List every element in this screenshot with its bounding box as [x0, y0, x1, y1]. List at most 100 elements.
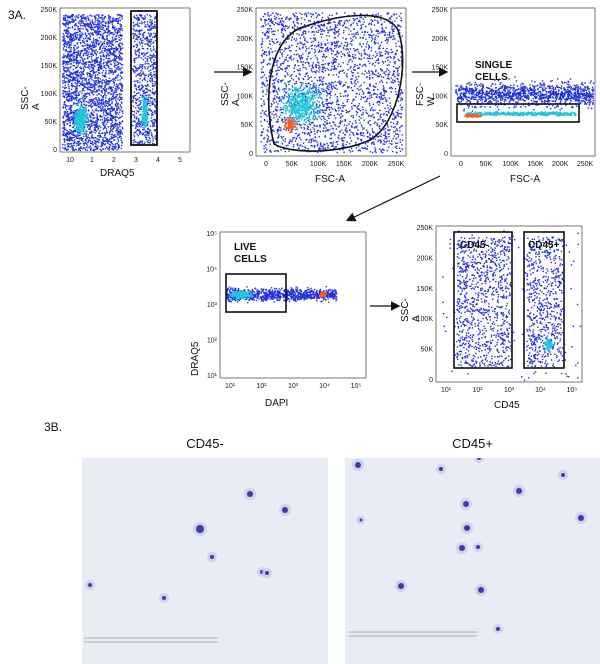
- y-tick-label: 50K: [241, 122, 254, 129]
- y-tick-label: 250K: [432, 7, 449, 14]
- cell-nucleus: [88, 583, 92, 587]
- x-tick-label: 10¹: [441, 387, 452, 394]
- x-tick-label: 1: [90, 157, 94, 164]
- x-tick-label: 10⁴: [319, 383, 330, 390]
- y-tick-label: 0: [249, 151, 253, 158]
- gate-cells: [267, 14, 404, 152]
- cell-nucleus: [516, 488, 522, 494]
- cell-nucleus: [478, 587, 484, 593]
- cell-nucleus: [162, 596, 166, 600]
- x-tick-label: 100K: [310, 161, 327, 168]
- y-tick-label: 10⁵: [206, 231, 217, 238]
- x-tick-label: 10: [66, 157, 74, 164]
- micrograph-title-cd45-positive: CD45+: [452, 436, 493, 451]
- gate-label-single-cells: SINGLE CELLS: [475, 60, 513, 83]
- y-tick-label: 200K: [432, 36, 449, 43]
- gate-draq5-positive: [130, 10, 158, 146]
- y-tick-label: 10¹: [207, 373, 218, 380]
- x-tick-label: 10⁵: [351, 383, 362, 390]
- y-tick-label: 10⁴: [206, 267, 217, 274]
- x-tick-label: 100K: [502, 161, 519, 168]
- y-tick-label: 100K: [432, 93, 449, 100]
- micrograph-cd45-positive: [345, 458, 600, 664]
- x-axis-label: CD45: [494, 400, 520, 411]
- y-tick-label: 150K: [417, 286, 434, 293]
- micrograph-title-cd45-negative: CD45-: [186, 436, 224, 451]
- cell-nucleus: [196, 525, 204, 533]
- gate-label-live-cells: LIVE CELLS: [234, 242, 267, 265]
- gate-single-cells: [456, 103, 580, 123]
- x-tick-label: 150K: [527, 161, 544, 168]
- x-tick-label: 200K: [362, 161, 379, 168]
- x-axis-label: FSC-A: [510, 174, 540, 185]
- panel-b-label: 3B.: [44, 420, 63, 434]
- x-tick-label: 3: [134, 157, 138, 164]
- cell-nucleus: [282, 507, 288, 513]
- x-axis-label: FSC-A: [315, 174, 345, 185]
- y-axis-label: SSC-A: [400, 298, 422, 322]
- y-tick-label: 10³: [207, 302, 218, 309]
- y-tick-label: 150K: [41, 63, 58, 70]
- gate-label-cd45-negative: CD45-: [460, 240, 489, 251]
- y-tick-label: 250K: [41, 7, 58, 14]
- cell-nucleus: [464, 525, 470, 531]
- x-tick-label: 10⁴: [535, 387, 546, 394]
- x-tick-label: 0: [264, 161, 268, 168]
- scatter-plot-cd45-ssc: 250K 200K 150K 100K 50K 0 10¹ 10² 10³ 10⁴ 10⁵ CD45…: [400, 222, 590, 412]
- gate-cd45-positive: [523, 231, 565, 369]
- x-tick-label: 2: [112, 157, 116, 164]
- x-tick-label: 50K: [480, 161, 493, 168]
- y-tick-label: 0: [444, 151, 448, 158]
- x-tick-label: 250K: [388, 161, 405, 168]
- x-tick-label: 10³: [288, 383, 299, 390]
- cell-nucleus: [265, 571, 269, 575]
- gate-cd45-negative: [453, 231, 513, 369]
- arrow-3: [345, 175, 441, 222]
- x-tick-label: 10¹: [225, 383, 236, 390]
- y-axis-label: DRAQ5: [190, 341, 201, 376]
- y-tick-label: 0: [429, 377, 433, 384]
- micrograph-cd45-negative: [82, 458, 328, 664]
- cell-nucleus: [561, 473, 565, 477]
- cell-nucleus: [210, 555, 214, 559]
- x-tick-label: 0: [459, 161, 463, 168]
- y-tick-label: 250K: [237, 7, 254, 14]
- scatter-plot-fsc-ssc: 250K 200K 150K 100K 50K 0 0 50K 100K 150K 200K 250K…: [220, 4, 415, 192]
- x-tick-label: 5: [178, 157, 182, 164]
- y-tick-label: 50K: [436, 122, 449, 129]
- scatter-plot-dapi-draq5: 10⁵ 10⁴ 10³ 10² 10¹ 10¹ 10² 10³ 10⁴ 10⁵ LIVE CELL…: [190, 222, 370, 412]
- x-tick-label: 10⁵: [567, 387, 578, 394]
- x-tick-label: 10²: [472, 387, 483, 394]
- cell-nucleus: [459, 545, 465, 551]
- cell-nucleus: [477, 458, 481, 460]
- y-tick-label: 250K: [417, 225, 434, 232]
- y-tick-label: 10²: [207, 338, 218, 345]
- scatter-plot-fsc-a-fsc-w: 250K 200K 150K 100K 50K 0 0 50K 100K 150K 200K 250K…: [415, 4, 600, 192]
- y-tick-label: 200K: [417, 255, 434, 262]
- gate-live-cells: [225, 273, 287, 313]
- x-tick-label: 200K: [552, 161, 569, 168]
- x-axis-label: DRAQ5: [100, 168, 135, 179]
- cell: [474, 458, 484, 463]
- x-tick-label: 150K: [336, 161, 353, 168]
- cell-nucleus: [476, 545, 480, 549]
- cell-nucleus: [578, 515, 584, 521]
- x-axis-label: DAPI: [265, 398, 289, 409]
- x-tick-label: 4: [156, 157, 160, 164]
- panel-a-label: 3A.: [8, 8, 27, 22]
- cell-nucleus: [496, 627, 500, 631]
- y-tick-label: 200K: [237, 36, 254, 43]
- y-tick-label: 100K: [237, 93, 254, 100]
- y-tick-label: 200K: [41, 35, 58, 42]
- cell-nucleus: [359, 518, 363, 522]
- cell-nucleus: [247, 491, 253, 497]
- gate-label-cd45-positive: CD45+: [528, 240, 560, 251]
- y-tick-label: 100K: [41, 91, 58, 98]
- cell-nucleus: [355, 462, 361, 468]
- x-tick-label: 10²: [256, 383, 267, 390]
- x-tick-label: 10³: [504, 387, 515, 394]
- y-tick-label: 100K: [417, 316, 434, 323]
- x-tick-label: 250K: [577, 161, 594, 168]
- y-tick-label: 50K: [421, 347, 434, 354]
